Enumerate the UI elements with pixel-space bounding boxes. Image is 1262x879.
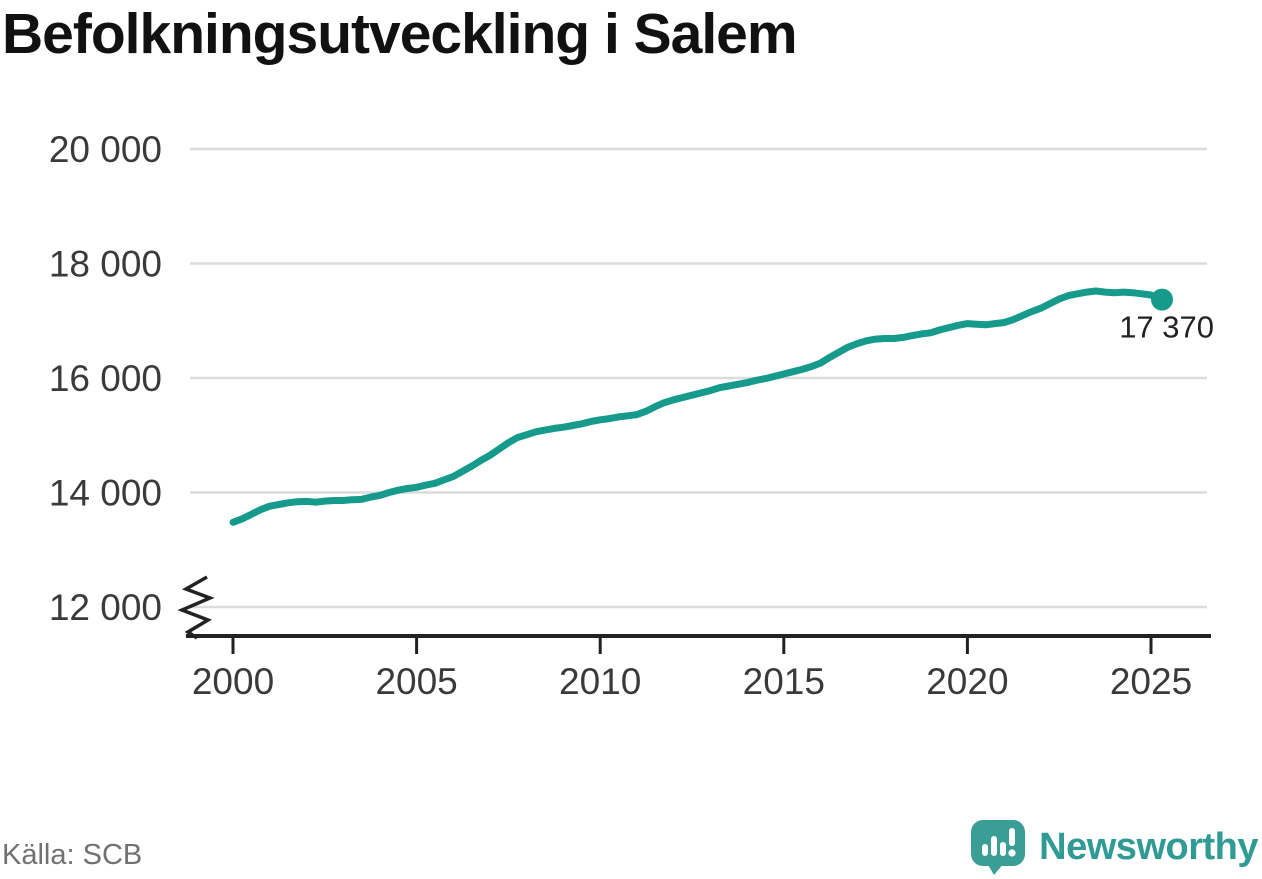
- y-axis-label: 14 000: [49, 473, 162, 514]
- newsworthy-bubble-chart-icon: [971, 820, 1026, 875]
- x-axis-label: 2000: [192, 661, 274, 702]
- population-line-chart: 12 000 14 000 16 000 18 000 20 000 2000 2005 20…: [49, 129, 1214, 702]
- y-axis-label: 18 000: [49, 244, 162, 285]
- newsworthy-wordmark: Newsworthy: [1039, 825, 1258, 868]
- chart-title: Befolkningsutveckling i Salem: [2, 2, 798, 66]
- newsworthy-logo: Newsworthy: [970, 819, 1258, 875]
- x-axis-label: 2020: [926, 661, 1008, 702]
- x-axis-label: 2025: [1110, 661, 1192, 702]
- x-axis-label: 2005: [375, 661, 457, 702]
- axis-break-icon: [177, 575, 215, 640]
- x-axis-label: 2010: [559, 661, 641, 702]
- y-axis-label: 20 000: [49, 129, 162, 170]
- population-line: [229, 287, 1166, 526]
- x-axis-label: 2015: [743, 661, 825, 702]
- source-label: Källa: SCB: [2, 839, 143, 871]
- latest-value-label: 17 370: [1119, 310, 1214, 345]
- latest-point-dot: [1151, 288, 1174, 311]
- y-axis-label: 12 000: [49, 587, 162, 628]
- y-axis-label: 16 000: [49, 358, 162, 399]
